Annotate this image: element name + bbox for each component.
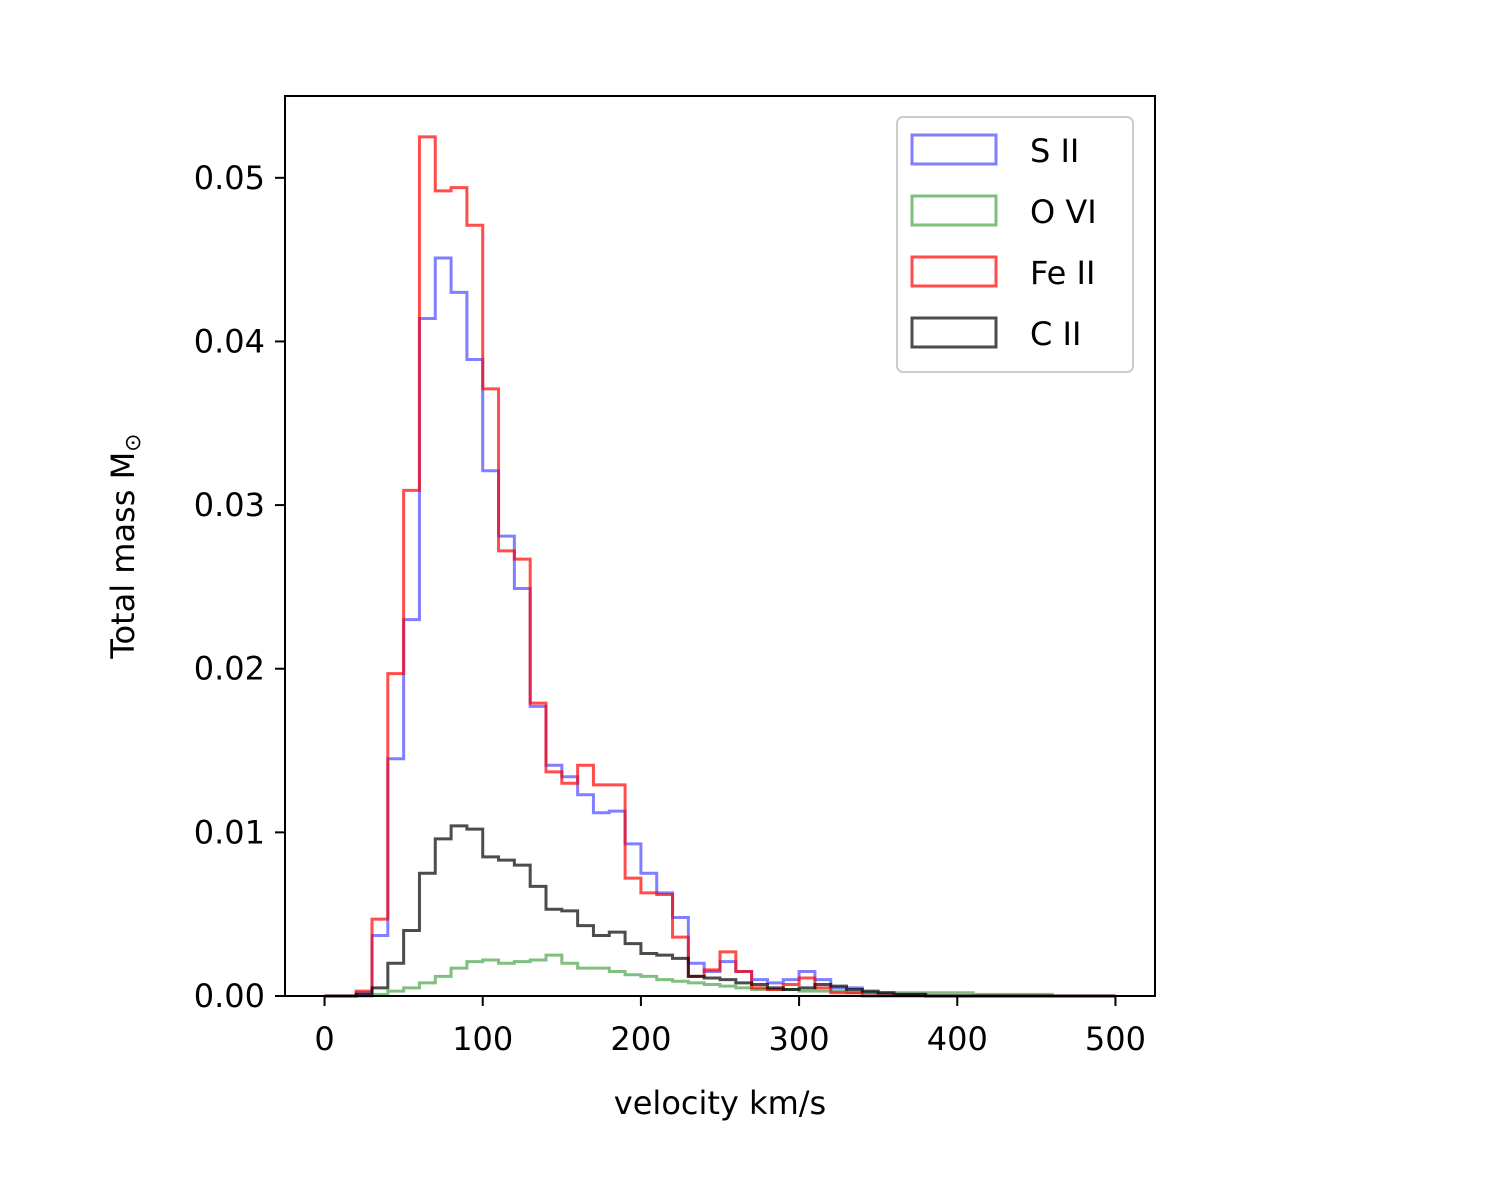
legend-swatch-1 bbox=[910, 194, 998, 227]
y-axis: 0.00 0.01 0.02 0.03 0.04 0.05 bbox=[194, 159, 285, 1015]
series-line-3 bbox=[324, 824, 1116, 998]
y-tick-label: 0.04 bbox=[194, 322, 265, 360]
y-axis-label-text: Total mass M bbox=[104, 452, 142, 660]
plot-frame bbox=[284, 95, 1156, 997]
legend-swatch-0 bbox=[910, 133, 998, 166]
legend: S II O VI Fe II C II bbox=[896, 116, 1134, 373]
legend-label-2: Fe II bbox=[1030, 254, 1095, 292]
x-tick-label: 200 bbox=[610, 1020, 671, 1058]
legend-label-0: S II bbox=[1030, 132, 1079, 170]
legend-swatch-3 bbox=[910, 316, 998, 349]
series-line-1 bbox=[324, 953, 1116, 998]
legend-box bbox=[896, 116, 1134, 373]
x-tick-label: 0 bbox=[314, 1020, 334, 1058]
y-axis-label: Total mass M⊙ bbox=[104, 433, 146, 659]
y-tick-label: 0.00 bbox=[194, 977, 265, 1015]
x-axis-label: velocity km/s bbox=[614, 1084, 826, 1122]
legend-label-3: C II bbox=[1030, 315, 1081, 353]
y-tick-label: 0.05 bbox=[194, 159, 265, 197]
y-tick-label: 0.01 bbox=[194, 813, 265, 851]
y-tick-label: 0.02 bbox=[194, 650, 265, 688]
x-axis: 0 100 200 300 400 500 bbox=[314, 996, 1146, 1058]
legend-label-1: O VI bbox=[1030, 193, 1097, 231]
x-tick-label: 500 bbox=[1085, 1020, 1146, 1058]
legend-swatch-2 bbox=[910, 255, 998, 288]
x-tick-label: 300 bbox=[769, 1020, 830, 1058]
y-tick-label: 0.03 bbox=[194, 486, 265, 524]
x-tick-label: 100 bbox=[452, 1020, 513, 1058]
x-tick-label: 400 bbox=[927, 1020, 988, 1058]
y-axis-label-subscript: ⊙ bbox=[121, 433, 146, 451]
